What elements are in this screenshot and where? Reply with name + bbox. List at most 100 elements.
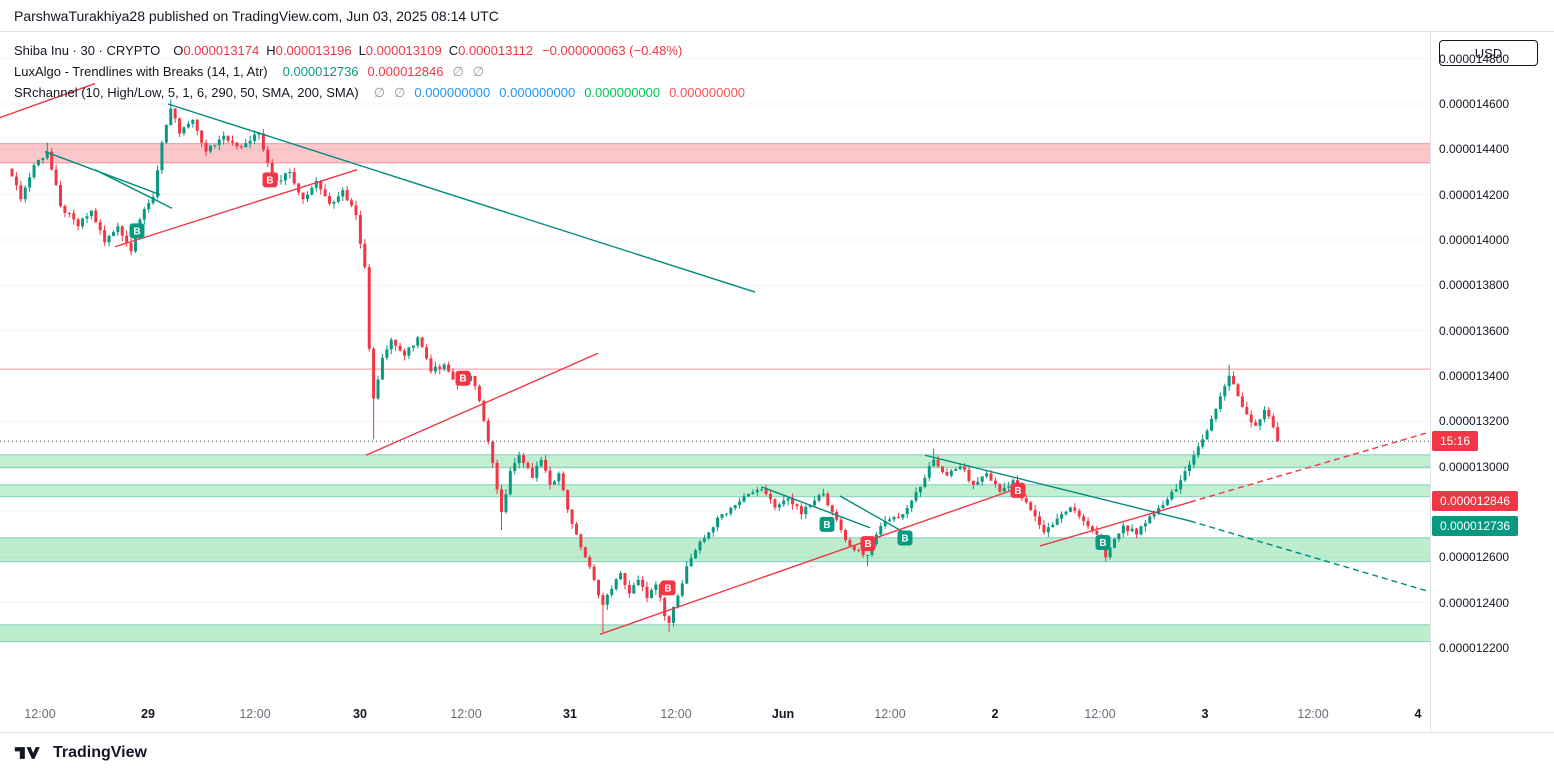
trendline[interactable] [1189, 520, 1429, 592]
indicator-value: 0.000000000 [499, 84, 576, 100]
break-marker: B [660, 580, 676, 596]
sr-zone [0, 454, 1430, 468]
trendline[interactable] [0, 82, 96, 119]
price-axis-badge: 15:16 [1432, 431, 1479, 452]
trendline[interactable] [365, 352, 599, 456]
trendline[interactable] [924, 454, 1191, 522]
svg-text:B: B [1099, 538, 1106, 549]
time-label: 12:00 [450, 707, 482, 721]
indicator-value: 0.000012736 [282, 63, 359, 79]
svg-text:B: B [864, 539, 871, 550]
candles-layer [10, 99, 1280, 633]
indicator-value: ∅ [472, 63, 485, 79]
indicator-value: 0.000000000 [414, 84, 491, 100]
break-markers-layer: B B B B B B B B B [129, 172, 1111, 596]
svg-text:B: B [133, 226, 140, 237]
ohlc-value: 0.000013196 [275, 43, 352, 58]
legend-srchannel-row: SRchannel (10, High/Low, 5, 1, 6, 290, 5… [14, 82, 745, 103]
break-marker: B [819, 516, 835, 532]
time-label: 30 [353, 707, 367, 721]
price-tick-label: 0.000014600 [1439, 96, 1510, 111]
price-tick-label: 0.000013000 [1439, 459, 1510, 474]
price-axis[interactable]: USD 0.000014800 0.000014600 0.000014400 0.0… [1430, 32, 1554, 732]
ohlc-value: 0.000013112 [458, 43, 534, 58]
break-marker: B [1010, 482, 1026, 498]
indicator-value: 0.000000000 [669, 84, 746, 100]
trendline[interactable] [599, 488, 1016, 635]
break-marker: B [897, 530, 913, 546]
svg-text:B: B [664, 583, 671, 594]
price-axis-badge: 0.000012846 [1432, 491, 1519, 512]
grid-lines-layer [0, 58, 1430, 649]
publish-bar: ParshwaTurakhiya28 published on TradingV… [0, 0, 1554, 32]
svg-text:B: B [901, 533, 908, 544]
ohlc-key: O [173, 43, 184, 58]
time-label: 12:00 [874, 707, 906, 721]
price-tick-label: 0.000013600 [1439, 323, 1510, 338]
time-label: 12:00 [1084, 707, 1116, 721]
time-label: 4 [1414, 707, 1422, 721]
trendline[interactable] [167, 103, 756, 293]
price-tick-label: 0.000014200 [1439, 187, 1510, 202]
indicator-value: ∅ [373, 84, 386, 100]
legend-luxalgo-row: LuxAlgo - Trendlines with Breaks (14, 1,… [14, 61, 745, 82]
time-label: 2 [991, 707, 999, 721]
symbol-title[interactable]: Shiba Inu · 30 · CRYPTO [14, 43, 161, 58]
time-label: 12:00 [1297, 707, 1329, 721]
break-marker: B [860, 536, 876, 552]
indicator-value: ∅ [452, 63, 464, 79]
ohlc-value: 0.000013109 [365, 43, 442, 58]
price-tick-label: 0.000014800 [1439, 51, 1510, 66]
trendline[interactable] [114, 169, 358, 248]
change-value: −0.000000063 (−0.48%) [542, 43, 683, 58]
trendline[interactable] [1039, 501, 1191, 547]
time-label: 12:00 [239, 707, 271, 721]
break-marker: B [455, 370, 471, 386]
time-label: 29 [141, 707, 155, 721]
currency-button[interactable]: USD [1439, 40, 1538, 66]
trendline[interactable] [761, 486, 871, 529]
trendline[interactable] [839, 495, 909, 536]
time-label: Jun [771, 707, 795, 721]
indicator-value: 0.000000000 [584, 84, 661, 100]
ohlc-values: O0.000013174 H0.000013196 L0.000013109 C0.0… [166, 43, 533, 58]
price-tick-label: 0.000012400 [1439, 595, 1510, 610]
indicator-value: ∅ [394, 84, 406, 100]
tradingview-logo-icon[interactable] [14, 742, 44, 764]
break-marker: B [129, 223, 145, 239]
ohlc-key: H [266, 43, 276, 58]
brand-text[interactable]: TradingView [53, 743, 147, 761]
price-tick-label: 0.000013800 [1439, 278, 1510, 293]
ohlc-key: L [358, 43, 366, 58]
price-tick-label: 0.000012600 [1439, 550, 1510, 565]
sr-zone [0, 484, 1430, 497]
sr-zone [0, 143, 1430, 163]
svg-text:B: B [823, 520, 830, 531]
luxalgo-values: 0.000012736 0.000012846 ∅ ∅ [274, 64, 485, 80]
time-label: 12:00 [660, 707, 692, 721]
svg-text:B: B [1014, 486, 1021, 497]
svg-text:B: B [266, 175, 273, 186]
trendline[interactable] [1189, 431, 1429, 503]
time-label: 3 [1201, 707, 1209, 721]
price-tick-label: 0.000013400 [1439, 368, 1510, 383]
time-label: 31 [563, 707, 577, 721]
sr-zone [0, 624, 1430, 642]
price-chart-canvas[interactable]: B B B B B B B B B [0, 32, 1430, 700]
price-tick-label: 0.000012200 [1439, 640, 1510, 655]
srchannel-indicator-title[interactable]: SRchannel (10, High/Low, 5, 1, 6, 290, 5… [14, 85, 359, 100]
srchannel-values: ∅ ∅ 0.000000000 0.000000000 0.000000000 0.000… [365, 85, 745, 101]
ohlc-value: 0.000013174 [183, 43, 260, 58]
legend: Shiba Inu · 30 · CRYPTO O0.000013174 H0.0… [14, 40, 745, 103]
price-axis-badge: 0.000012736 [1432, 516, 1519, 537]
price-tick-label: 0.000014400 [1439, 142, 1510, 157]
time-axis[interactable]: 12:00 29 12:00 30 12:00 31 12:00 Jun 12:00 2 12:00… [0, 700, 1430, 732]
svg-text:B: B [459, 374, 466, 385]
price-tick-label: 0.000013200 [1439, 414, 1510, 429]
luxalgo-indicator-title[interactable]: LuxAlgo - Trendlines with Breaks (14, 1,… [14, 64, 268, 79]
sr-zones-layer [0, 143, 1430, 643]
price-tick-label: 0.000014000 [1439, 232, 1510, 247]
indicator-value: 0.000012846 [367, 63, 444, 79]
trendline[interactable] [94, 169, 173, 209]
sr-zone [0, 537, 1430, 562]
